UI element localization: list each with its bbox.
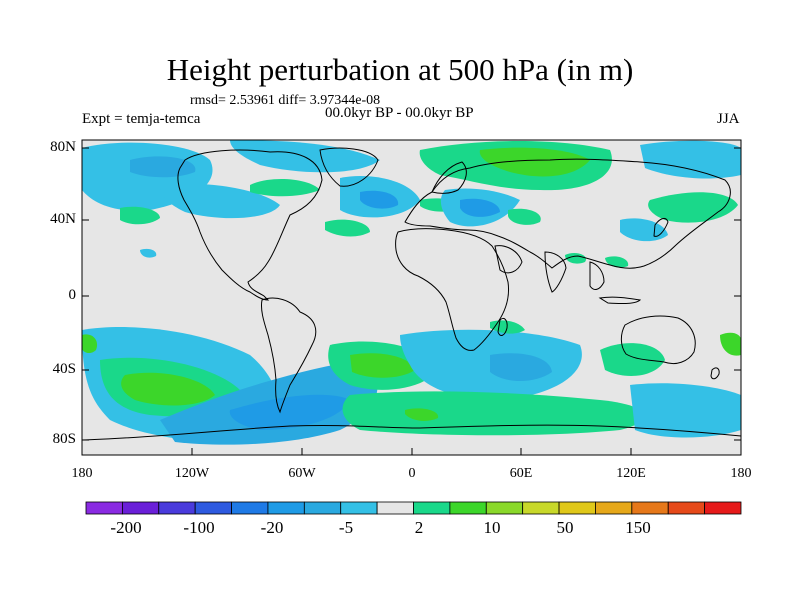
colorbar-swatch bbox=[121, 501, 160, 515]
colorbar-label: -100 bbox=[183, 518, 215, 537]
stats-text: rmsd= 2.53961 diff= 3.97344e-08 bbox=[190, 93, 381, 108]
lon-label-180w: 180 bbox=[71, 466, 93, 481]
fill-green bbox=[479, 147, 590, 177]
colorbar-label: 2 bbox=[414, 518, 424, 537]
fill-light-green bbox=[120, 206, 160, 225]
colorbar-label: 10 bbox=[483, 518, 501, 537]
colorbar-swatch bbox=[85, 501, 123, 515]
fill-light-blue bbox=[230, 140, 380, 173]
colorbar bbox=[85, 501, 742, 515]
lat-label-80s: 80S bbox=[52, 431, 76, 447]
experiment-label: Expt = temja-temca bbox=[82, 111, 201, 127]
colorbar-label: 150 bbox=[625, 518, 651, 537]
lon-label-60w: 60W bbox=[288, 466, 316, 481]
colorbar-label: -200 bbox=[110, 518, 142, 537]
colorbar-swatch bbox=[267, 501, 305, 515]
lon-label-120w: 120W bbox=[174, 466, 210, 481]
fill-light-blue bbox=[140, 248, 157, 258]
fill-green bbox=[121, 372, 215, 406]
contour-fills bbox=[82, 140, 741, 445]
plot-title: Height perturbation at 500 hPa (in m) bbox=[166, 52, 634, 87]
lat-label-40n: 40N bbox=[50, 211, 76, 227]
fill-light-green bbox=[342, 391, 645, 436]
fill-blue bbox=[130, 156, 196, 178]
lon-label-60e: 60E bbox=[509, 466, 533, 481]
colorbar-swatch bbox=[485, 501, 524, 515]
colorbar-swatch bbox=[158, 501, 196, 515]
colorbar-swatch bbox=[704, 501, 742, 515]
colorbar-swatch bbox=[340, 501, 378, 515]
lon-label-0: 0 bbox=[408, 466, 416, 481]
lat-label-40s: 40S bbox=[52, 361, 76, 377]
colorbar-swatch bbox=[376, 501, 414, 515]
fill-light-green bbox=[405, 408, 439, 421]
colorbar-swatch bbox=[231, 501, 269, 515]
colorbar-swatch bbox=[522, 501, 560, 515]
fill-blue bbox=[460, 198, 500, 217]
period-label: 00.0kyr BP - 00.0kyr BP bbox=[325, 105, 474, 121]
fill-green bbox=[350, 353, 415, 378]
fill-light-blue bbox=[630, 383, 741, 438]
colorbar-swatch bbox=[558, 501, 596, 515]
lon-label-180e: 180 bbox=[730, 466, 752, 481]
fill-light-green bbox=[508, 208, 541, 225]
fill-light-green bbox=[720, 332, 741, 356]
fill-light-green bbox=[648, 192, 738, 223]
colorbar-label: -5 bbox=[338, 518, 354, 537]
lat-label-0: 0 bbox=[68, 287, 77, 303]
colorbar-swatch bbox=[595, 501, 633, 515]
fill-light-green bbox=[82, 334, 98, 354]
season-label: JJA bbox=[717, 111, 740, 127]
coastlines bbox=[81, 147, 742, 441]
colorbar-swatch bbox=[303, 501, 342, 515]
colorbar-swatch bbox=[449, 501, 487, 515]
fill-light-blue bbox=[640, 140, 741, 179]
map-panel bbox=[81, 139, 742, 456]
axis-ticks bbox=[81, 147, 742, 455]
colorbar-label: -20 bbox=[260, 518, 284, 537]
fill-blue bbox=[360, 190, 399, 209]
fill-blue bbox=[229, 394, 350, 430]
lat-label-80n: 80N bbox=[50, 139, 76, 155]
lon-label-120e: 120E bbox=[616, 466, 646, 481]
colorbar-swatch bbox=[194, 501, 232, 515]
colorbar-label: 50 bbox=[556, 518, 574, 537]
fill-light-green bbox=[565, 252, 586, 264]
fill-blue bbox=[490, 353, 552, 381]
colorbar-swatch bbox=[413, 501, 451, 515]
fill-light-green bbox=[250, 178, 320, 197]
colorbar-swatch bbox=[667, 501, 706, 515]
colorbar-swatch bbox=[631, 501, 669, 515]
fill-light-green bbox=[600, 343, 665, 376]
fill-light-green bbox=[325, 219, 370, 237]
